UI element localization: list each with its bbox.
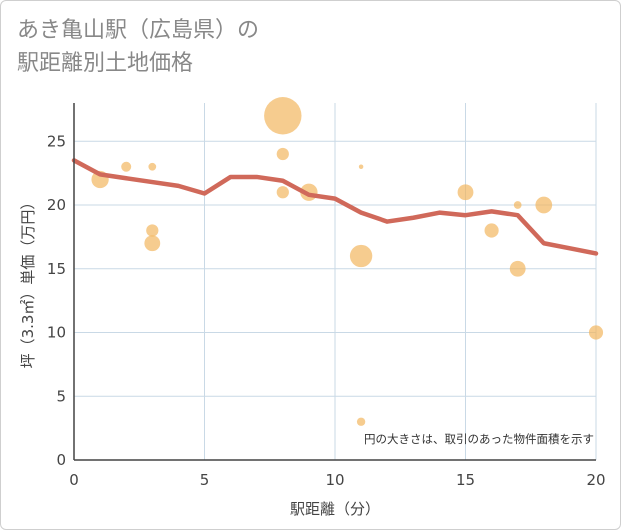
data-bubble	[276, 147, 289, 161]
x-axis-label: 駅距離（分）	[290, 500, 380, 518]
y-axis-label: 坪（3.3㎡）単価（万円）	[19, 195, 37, 369]
data-bubble	[349, 244, 373, 268]
data-bubble	[509, 260, 526, 277]
y-tick-label: 10	[47, 324, 66, 342]
data-bubble	[457, 184, 474, 201]
grid-lines	[74, 103, 597, 460]
x-tick-label: 15	[456, 471, 475, 489]
chart-title: あき亀山駅（広島県）の 駅距離別土地価格	[17, 14, 259, 80]
data-bubble	[484, 223, 499, 238]
data-bubble	[144, 235, 161, 252]
y-tick-label: 20	[47, 196, 66, 214]
data-bubble	[588, 325, 604, 340]
data-bubble	[121, 161, 132, 172]
y-tick-label: 0	[56, 451, 66, 469]
axes	[73, 103, 596, 461]
data-bubble	[535, 196, 553, 214]
y-tick-label: 25	[47, 132, 66, 150]
x-tick-label: 10	[325, 471, 344, 489]
average-price-line	[71, 158, 599, 256]
tick-labels: 0 5 10 15 20 0 5 10 15 20 25	[47, 132, 606, 489]
x-tick-label: 0	[69, 471, 79, 489]
data-bubble	[264, 97, 302, 135]
line-layer	[71, 158, 599, 256]
y-tick-label: 15	[47, 260, 66, 278]
x-tick-label: 5	[200, 471, 210, 489]
y-tick-label: 5	[56, 387, 66, 405]
size-annotation: 円の大きさは、取引のあった物件面積を示す	[364, 432, 594, 446]
chart-title-line1: あき亀山駅（広島県）の	[17, 18, 260, 43]
data-bubble	[146, 224, 159, 237]
x-tick-label: 20	[586, 471, 605, 489]
bubble-layer	[91, 97, 604, 426]
chart-title-line2: 駅距離別土地価格	[17, 51, 194, 76]
data-bubble	[356, 417, 366, 426]
data-bubble	[358, 164, 364, 169]
data-bubble	[276, 186, 289, 199]
data-bubble	[513, 201, 522, 209]
data-bubble	[148, 162, 157, 171]
